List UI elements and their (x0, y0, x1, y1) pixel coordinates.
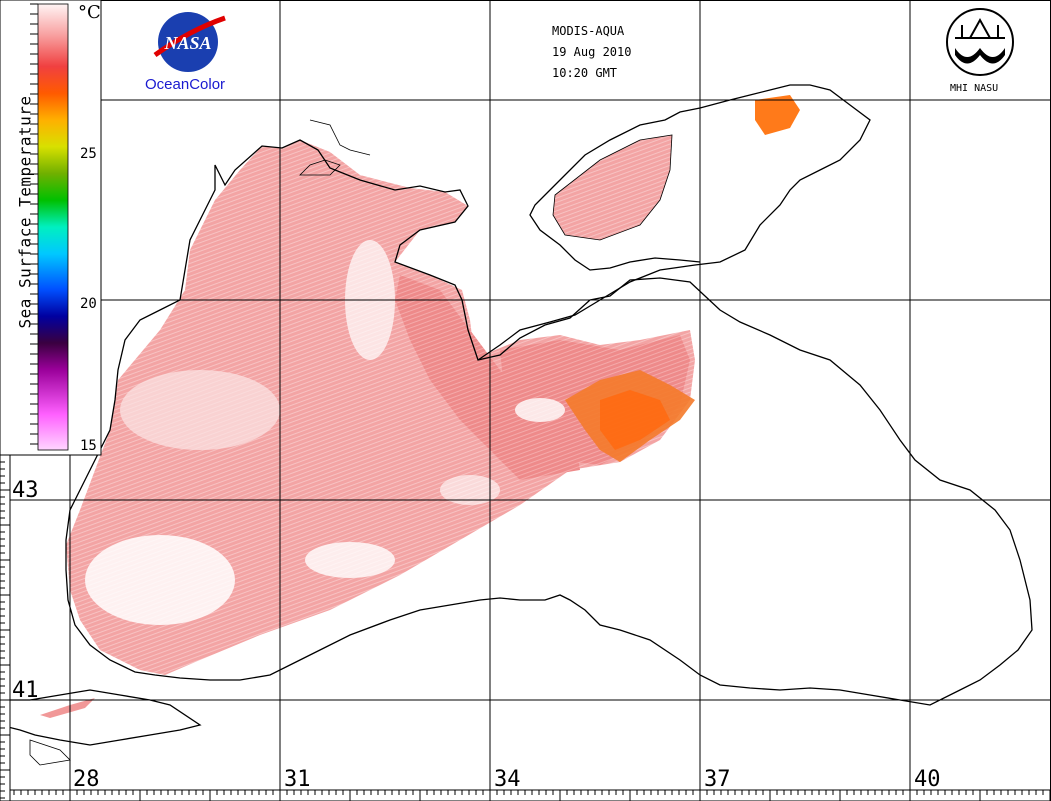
colorbar-title: Sea Surface Temperature (15, 95, 35, 329)
coastline (0, 84, 1033, 766)
colorbar-tick-15: 15 (80, 438, 97, 454)
mhi-logo (946, 8, 1014, 76)
colorbar-tick-25: 25 (80, 146, 97, 162)
sst-azov-hot (755, 95, 800, 135)
sensor-label: MODIS-AQUA (552, 24, 625, 38)
colorbar-ramp (37, 3, 69, 451)
sst-west-basin (66, 140, 695, 675)
sst-marmara (40, 698, 95, 718)
lon-label-31: 31 (284, 767, 311, 792)
sst-field (40, 95, 800, 718)
time-label: 10:20 GMT (552, 66, 618, 80)
lon-label-28: 28 (73, 767, 100, 792)
colorbar-unit: °C (78, 2, 101, 23)
lon-label-40: 40 (914, 767, 941, 792)
lon-label-37: 37 (704, 767, 731, 792)
lon-label-34: 34 (494, 767, 521, 792)
colorbar-tick-20: 20 (80, 296, 97, 312)
nasa-logo-text: NASA (163, 33, 211, 53)
lat-label-43: 43 (12, 478, 39, 503)
sst-azov (553, 135, 672, 240)
oceancolor-label: OceanColor (145, 76, 226, 93)
lat-label-41: 41 (12, 678, 39, 703)
sst-hot-core (600, 390, 670, 450)
date-label: 19 Aug 2010 (552, 45, 632, 59)
colorbar (0, 0, 102, 456)
mhi-label: MHI NASU (950, 83, 999, 94)
nasa-logo: NASA (153, 12, 226, 72)
